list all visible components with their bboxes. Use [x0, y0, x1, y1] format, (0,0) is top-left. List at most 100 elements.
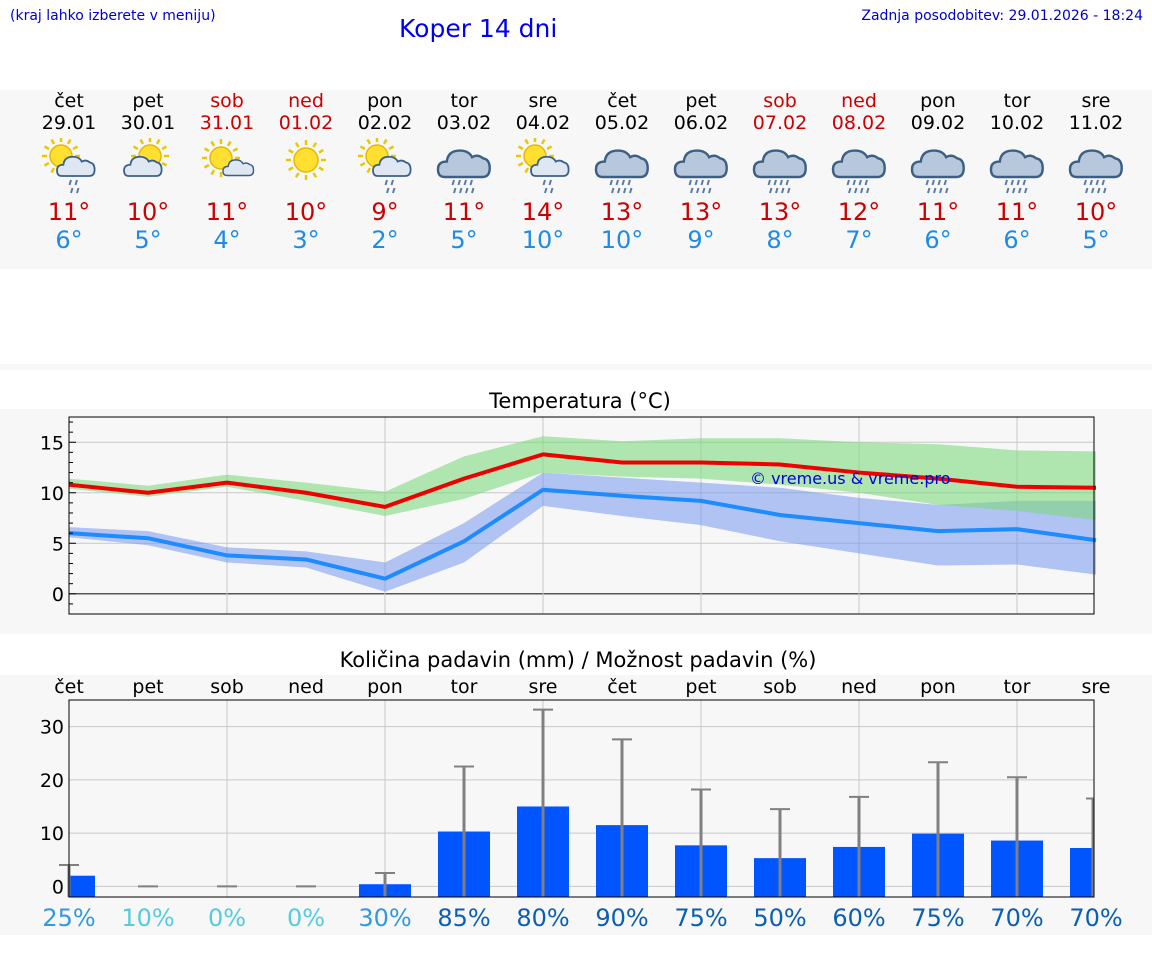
- cloud-rain-icon: [831, 138, 887, 196]
- min-temperature: 5°: [134, 226, 162, 254]
- precipitation-tick-label: 30: [40, 717, 64, 739]
- day-date: 11.02: [1068, 112, 1124, 134]
- day-name: ned: [288, 90, 324, 112]
- day-name: ned: [841, 90, 877, 112]
- precipitation-probability: 50%: [753, 904, 807, 932]
- temperature-tick-label: 5: [52, 533, 64, 555]
- cloud-rain-icon: [910, 138, 966, 196]
- region-menu-hint: (kraj lahko izberete v meniju): [10, 8, 216, 24]
- min-temperature: 2°: [371, 226, 399, 254]
- min-temperature: 6°: [55, 226, 83, 254]
- precipitation-day-label: sob: [763, 676, 797, 698]
- day-date: 29.01: [41, 112, 97, 134]
- precipitation-day-label: sre: [529, 676, 558, 698]
- cloud-rain-icon: [989, 138, 1045, 196]
- precipitation-day-label: tor: [451, 676, 478, 698]
- precipitation-day-label: pon: [367, 676, 403, 698]
- precipitation-probability: 70%: [1069, 904, 1123, 932]
- precipitation-chart-title: Količina padavin (mm) / Možnost padavin …: [340, 648, 817, 672]
- cloud-rain-icon: [673, 138, 729, 196]
- min-temperature: 4°: [213, 226, 241, 254]
- day-name: pon: [367, 90, 403, 112]
- precipitation-day-label: pon: [920, 676, 956, 698]
- day-date: 31.01: [199, 112, 255, 134]
- min-temperature-line: [68, 487, 1097, 581]
- day-date: 05.02: [594, 112, 650, 134]
- day-name: pet: [685, 90, 717, 112]
- precipitation-probability: 10%: [121, 904, 175, 932]
- day-date: 08.02: [831, 112, 887, 134]
- sun-cloud-icon: [120, 137, 176, 196]
- min-temperature: 9°: [687, 226, 715, 254]
- day-date: 02.02: [357, 112, 413, 134]
- precipitation-bar: [69, 875, 95, 897]
- cloud-rain-icon: [752, 138, 808, 196]
- precipitation-probability: 90%: [595, 904, 649, 932]
- precipitation-day-label: sre: [1082, 676, 1111, 698]
- min-temperature: 3°: [292, 226, 320, 254]
- precipitation-day-label: sob: [210, 676, 244, 698]
- min-temperature: 8°: [766, 226, 794, 254]
- min-temperature: 6°: [1003, 226, 1031, 254]
- min-temperature-range-band: [69, 472, 1096, 592]
- sun-icon: [278, 138, 334, 196]
- sun-small-cloud-icon: [199, 138, 255, 196]
- page-title: Koper 14 dni: [399, 14, 558, 43]
- temperature-chart-title: Temperatura (°C): [488, 389, 671, 413]
- min-temperature: 10°: [600, 226, 644, 254]
- max-temperature: 11°: [205, 198, 249, 226]
- min-temperature: 5°: [450, 226, 478, 254]
- precipitation-probability: 0%: [207, 904, 247, 932]
- precipitation-axis-frame: [68, 699, 1095, 898]
- precipitation-tick-label: 10: [40, 823, 64, 845]
- precipitation-probability: 75%: [911, 904, 965, 932]
- max-temperature: 11°: [995, 198, 1039, 226]
- daily-forecast-strip: čet 29.01 11° 6° pet 30.01 10° 5° sob 31.01 11°…: [0, 90, 1152, 269]
- day-name: pon: [920, 90, 956, 112]
- sun-cloud-rain-icon: [357, 137, 413, 196]
- min-temperature: 10°: [521, 226, 565, 254]
- temperature-tick-label: 15: [40, 432, 64, 454]
- temperature-tick-label: 0: [52, 584, 64, 606]
- max-temperature: 14°: [521, 198, 565, 226]
- day-name: sob: [210, 90, 244, 112]
- min-temperature: 6°: [924, 226, 952, 254]
- precipitation-bar: [1070, 848, 1094, 897]
- precipitation-probability: 30%: [358, 904, 412, 932]
- precipitation-probability: 25%: [42, 904, 96, 932]
- precipitation-tick-label: 0: [52, 876, 64, 898]
- temperature-axis-frame: [68, 416, 1095, 615]
- day-date: 03.02: [436, 112, 492, 134]
- precipitation-probability: 80%: [516, 904, 570, 932]
- sun-cloud-rain-icon: [515, 137, 571, 196]
- day-date: 09.02: [910, 112, 966, 134]
- max-temperature: 13°: [600, 198, 644, 226]
- max-temperature: 11°: [47, 198, 91, 226]
- precipitation-probability: 60%: [832, 904, 886, 932]
- precipitation-day-label: čet: [54, 676, 84, 698]
- max-temperature: 10°: [126, 198, 170, 226]
- precipitation-probability: 0%: [286, 904, 326, 932]
- sun-cloud-rain-icon: [41, 137, 97, 196]
- cloud-rain-icon: [594, 138, 650, 196]
- max-temperature: 10°: [284, 198, 328, 226]
- precipitation-day-label: čet: [607, 676, 637, 698]
- cloud-rain-icon: [1068, 138, 1124, 196]
- separator-band: [0, 364, 1152, 370]
- day-date: 04.02: [515, 112, 571, 134]
- min-temperature: 7°: [845, 226, 873, 254]
- day-date: 10.02: [989, 112, 1045, 134]
- max-temperature-line: [68, 452, 1097, 509]
- day-name: tor: [1003, 90, 1031, 112]
- day-name: pet: [132, 90, 164, 112]
- precipitation-day-label: ned: [288, 676, 324, 698]
- day-name: čet: [607, 90, 637, 112]
- day-name: sre: [1081, 90, 1111, 112]
- day-name: sre: [528, 90, 558, 112]
- precipitation-probability: 85%: [437, 904, 491, 932]
- day-date: 30.01: [120, 112, 176, 134]
- max-temperature-range-band: [69, 436, 1096, 521]
- max-temperature: 12°: [837, 198, 881, 226]
- precipitation-probability: 75%: [674, 904, 728, 932]
